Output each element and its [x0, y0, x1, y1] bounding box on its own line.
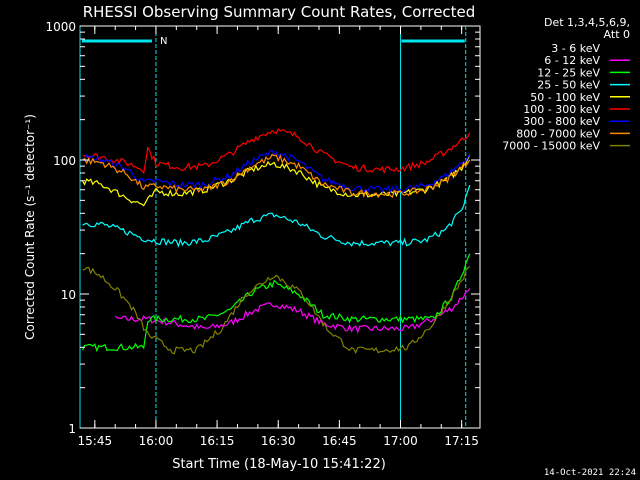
x-tick-label: 17:15 — [444, 434, 479, 448]
legend-label: 25 - 50 keV — [537, 79, 600, 92]
annotation-label: N — [160, 36, 167, 47]
marker-layer: N — [79, 26, 467, 428]
series-line-5 — [82, 128, 471, 175]
legend-label: 50 - 100 keV — [530, 91, 600, 104]
series-line-8 — [82, 266, 471, 355]
x-tick-label: 16:00 — [139, 434, 174, 448]
series-line-1 — [114, 288, 471, 334]
legend-header: Det 1,3,4,5,6,9, — [544, 16, 630, 29]
x-tick-label: 16:15 — [200, 434, 235, 448]
legend-header: Att 0 — [604, 28, 630, 41]
chart-title: RHESSI Observing Summary Count Rates, Co… — [83, 3, 476, 21]
legend-label: 12 - 25 keV — [537, 66, 600, 79]
series-line-2 — [82, 253, 471, 353]
series-line-6 — [82, 149, 471, 194]
series-layer — [82, 128, 471, 405]
y-axis-label: Corrected Count Rate (s⁻¹ detector⁻¹) — [23, 114, 37, 340]
series-line-3 — [82, 184, 471, 248]
legend-label: 7000 - 15000 keV — [502, 140, 600, 153]
series-line-4 — [82, 154, 471, 207]
x-tick-label: 16:30 — [261, 434, 296, 448]
y-tick-label: 1000 — [45, 20, 76, 34]
y-tick-label: 100 — [53, 154, 76, 168]
series-line-0 — [249, 362, 300, 405]
series-line-7 — [82, 153, 471, 199]
footer-timestamp: 14-Oct-2021 22:24 — [544, 468, 636, 478]
x-tick-label: 15:45 — [78, 434, 113, 448]
x-axis-label: Start Time (18-May-10 15:41:22) — [172, 457, 386, 472]
legend-label: 800 - 7000 keV — [516, 127, 600, 140]
y-tick-label: 10 — [61, 288, 76, 302]
legend-label: 100 - 300 keV — [523, 103, 600, 116]
legend-label: 300 - 800 keV — [523, 115, 600, 128]
axes-layer: 15:45 16:00 16:15 16:30 16:45 17:00 17:15 1 10 10… — [45, 20, 480, 448]
legend-label: 6 - 12 keV — [544, 54, 600, 67]
x-tick-label: 16:45 — [322, 434, 357, 448]
y-tick-label: 1 — [68, 422, 76, 436]
x-tick-label: 17:00 — [383, 434, 418, 448]
legend-label: 3 - 6 keV — [551, 42, 600, 55]
